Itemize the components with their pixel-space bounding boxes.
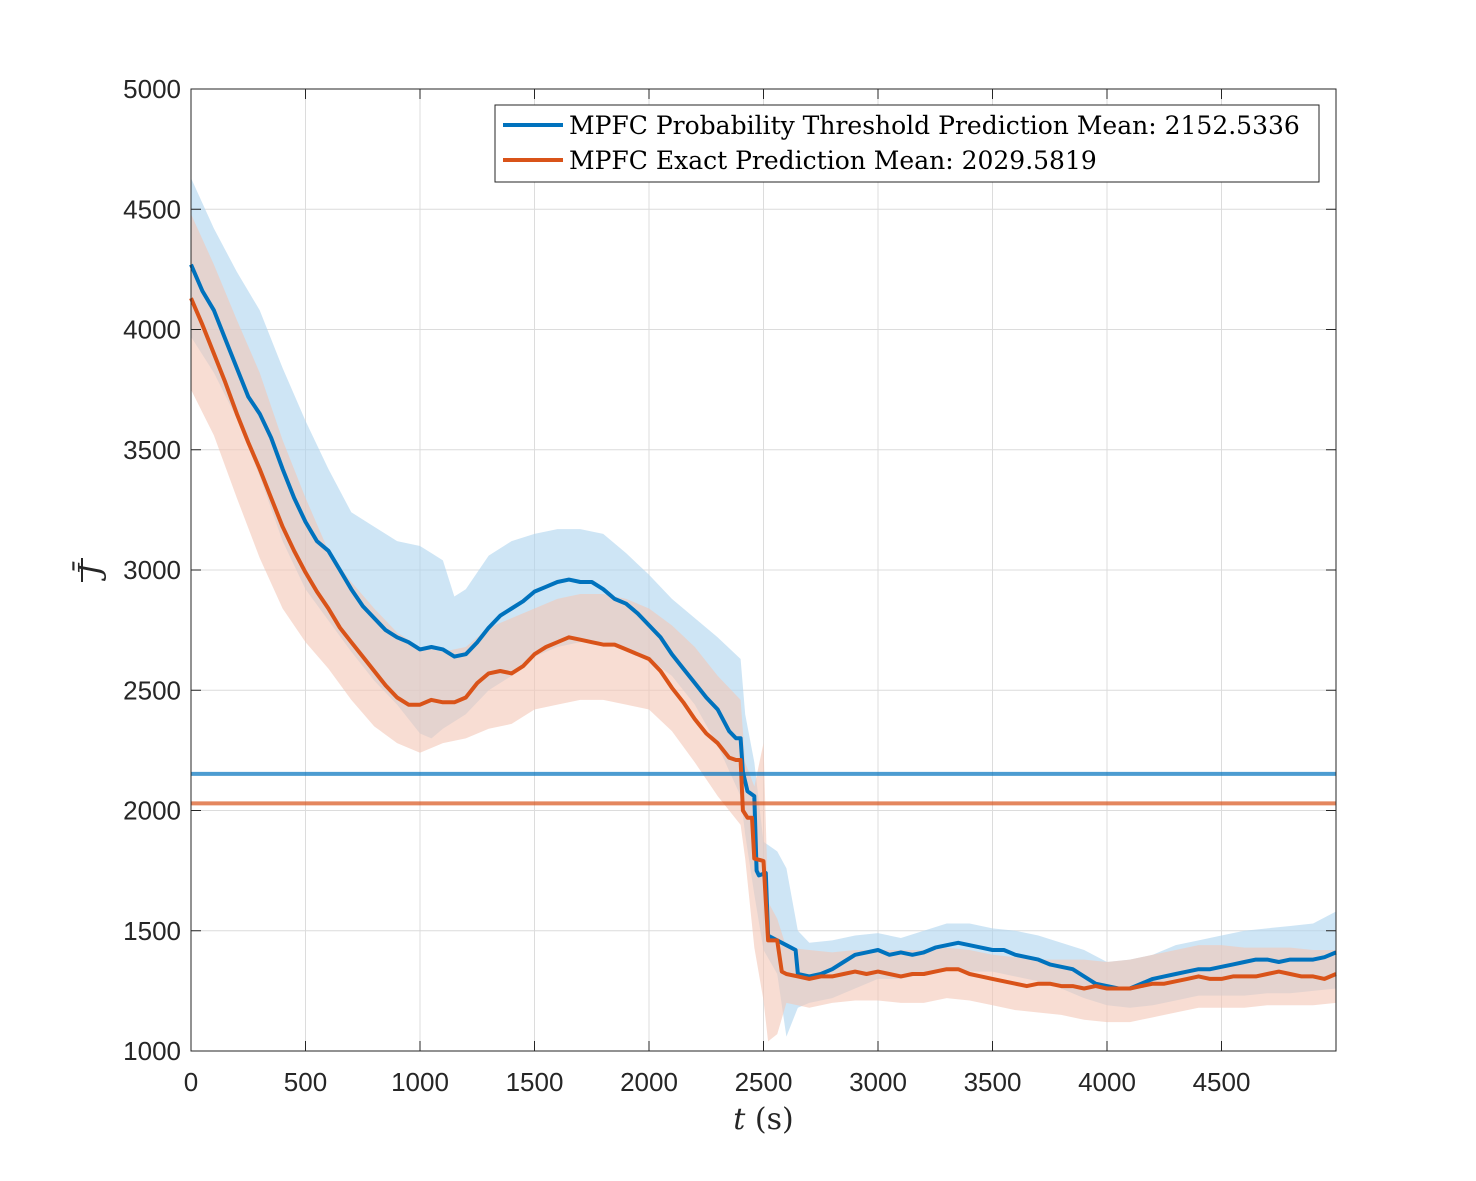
legend: MPFC Probability Threshold Prediction Me… xyxy=(494,104,1320,183)
x-tick-label: 1500 xyxy=(506,1067,564,1097)
x-tick-label: 4500 xyxy=(1193,1067,1251,1097)
legend-entry-label: MPFC Probability Threshold Prediction Me… xyxy=(569,111,1300,140)
y-tick-label: 1000 xyxy=(123,1036,181,1066)
series-line xyxy=(189,297,1337,991)
axis-ticks: 0 500 1000 1500 2000 2500 3000 3500 4000 4500 1000… xyxy=(123,74,1336,1097)
legend-entry-label: MPFC Exact Prediction Mean: 2029.5819 xyxy=(569,146,1097,175)
series-lines xyxy=(189,263,1337,991)
y-tick-label: 2500 xyxy=(123,675,181,705)
y-tick-label: 2000 xyxy=(123,796,181,826)
x-axis-label-variable: t xyxy=(733,1102,746,1137)
x-tick-label: 2000 xyxy=(620,1067,678,1097)
x-tick-label: 500 xyxy=(284,1067,327,1097)
x-tick-label: 4000 xyxy=(1078,1067,1136,1097)
y-tick-label: 5000 xyxy=(123,74,181,104)
y-axis-label: J̄ xyxy=(72,561,108,582)
x-tick-label: 1000 xyxy=(391,1067,449,1097)
y-tick-label: 3500 xyxy=(123,435,181,465)
x-axis-label: t (s) xyxy=(733,1102,793,1137)
x-tick-label: 2500 xyxy=(735,1067,793,1097)
y-tick-label: 1500 xyxy=(123,916,181,946)
y-tick-label: 4000 xyxy=(123,315,181,345)
mean-lines xyxy=(191,771,1336,806)
y-tick-label: 3000 xyxy=(123,555,181,585)
x-tick-label: 3500 xyxy=(964,1067,1022,1097)
y-tick-label: 4500 xyxy=(123,194,181,224)
x-tick-label: 3000 xyxy=(849,1067,907,1097)
legend-box xyxy=(494,104,1320,183)
x-tick-label: 0 xyxy=(184,1067,198,1097)
x-axis-label-unit: (s) xyxy=(745,1102,793,1137)
